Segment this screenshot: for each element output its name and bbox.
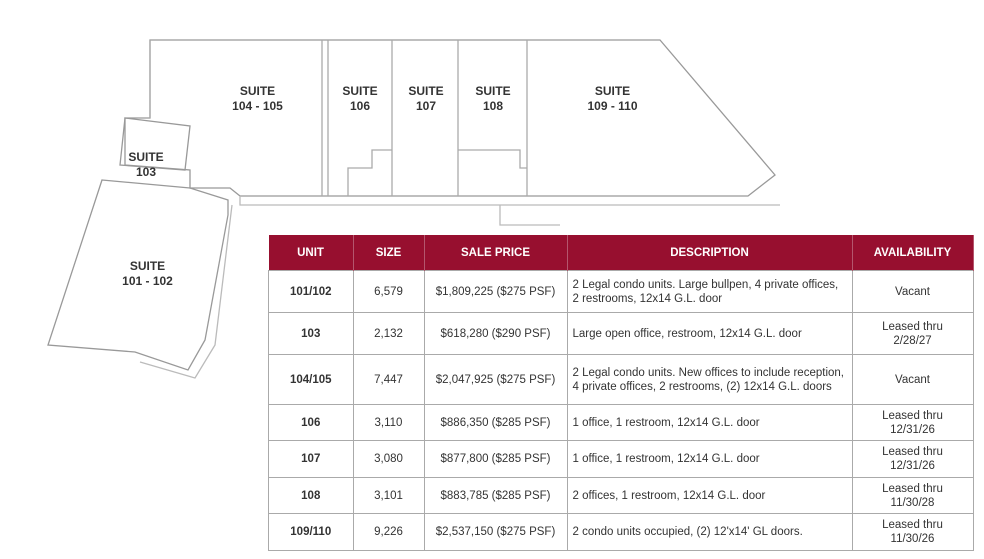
suite-word: SUITE [475, 84, 511, 98]
suite-label-106: SUITE 106 [335, 84, 385, 114]
availability-cell: Leased thru 12/31/26 [851, 440, 974, 478]
size-cell: 2,132 [352, 312, 425, 355]
table-row: 104/105 7,447 $2,047,925 ($275 PSF) 2 Legal… [268, 354, 974, 405]
description-cell: 1 office, 1 restroom, 12x14 G.L. door [566, 404, 853, 441]
suite-word: SUITE [239, 84, 276, 98]
header-availability: AVAILABILITY [852, 235, 974, 271]
availability-cell: Vacant [851, 270, 974, 313]
suite-number: 104 - 105 [232, 99, 283, 113]
price-cell: $1,809,225 ($275 PSF) [423, 270, 568, 313]
table-row: 107 3,080 $877,800 ($285 PSF) 1 office, 1 r… [268, 440, 974, 478]
availability-cell: Leased thru 11/30/28 [851, 477, 974, 514]
table-row: 109/110 9,226 $2,537,150 ($275 PSF) 2 condo… [268, 513, 974, 551]
price-cell: $877,800 ($285 PSF) [423, 440, 568, 478]
unit-cell: 108 [268, 477, 354, 514]
suite-label-101-102: SUITE 101 - 102 [105, 259, 190, 289]
size-cell: 7,447 [352, 354, 425, 405]
unit-cell: 107 [268, 440, 354, 478]
suite-word: SUITE [408, 84, 444, 98]
table-header-row: UNIT SIZE SALE PRICE DESCRIPTION AVAILAB… [268, 235, 974, 271]
description-cell: 2 Legal condo units. New offices to incl… [566, 354, 853, 405]
description-cell: 2 condo units occupied, (2) 12'x14' GL d… [566, 513, 853, 551]
availability-table: UNIT SIZE SALE PRICE DESCRIPTION AVAILAB… [268, 235, 974, 551]
suite-number: 109 - 110 [587, 99, 638, 113]
table-row: 108 3,101 $883,785 ($285 PSF) 2 offices, 1 … [268, 477, 974, 514]
suite-number: 107 [415, 99, 437, 113]
suite-number: 101 - 102 [122, 274, 173, 288]
size-cell: 9,226 [352, 513, 425, 551]
unit-cell: 103 [268, 312, 354, 355]
suite-word: SUITE [128, 150, 164, 164]
unit-cell: 109/110 [268, 513, 354, 551]
suite-label-107: SUITE 107 [401, 84, 451, 114]
suite-label-108: SUITE 108 [468, 84, 518, 114]
availability-cell: Vacant [851, 354, 974, 405]
description-cell: Large open office, restroom, 12x14 G.L. … [566, 312, 853, 355]
suite-word: SUITE [129, 259, 166, 273]
price-cell: $883,785 ($285 PSF) [423, 477, 568, 514]
header-sale-price: SALE PRICE [424, 235, 568, 271]
description-cell: 2 offices, 1 restroom, 12x14 G.L. door [566, 477, 853, 514]
size-cell: 3,101 [352, 477, 425, 514]
building-outline-main [124, 39, 776, 197]
table-row: 101/102 6,579 $1,809,225 ($275 PSF) 2 Legal… [268, 270, 974, 313]
price-cell: $2,537,150 ($275 PSF) [423, 513, 568, 551]
price-cell: $618,280 ($290 PSF) [423, 312, 568, 355]
suite-label-104-105: SUITE 104 - 105 [215, 84, 300, 114]
description-cell: 2 Legal condo units. Large bullpen, 4 pr… [566, 270, 853, 313]
availability-cell: Leased thru 11/30/26 [851, 513, 974, 551]
suite-label-109-110: SUITE 109 - 110 [570, 84, 655, 114]
size-cell: 3,110 [352, 404, 425, 441]
availability-cell: Leased thru 12/31/26 [851, 404, 974, 441]
header-description: DESCRIPTION [567, 235, 853, 271]
price-cell: $886,350 ($285 PSF) [423, 404, 568, 441]
header-size: SIZE [353, 235, 425, 271]
header-unit: UNIT [268, 235, 354, 271]
suite-103-outline [119, 117, 191, 171]
availability-cell: Leased thru 2/28/27 [851, 312, 974, 355]
suite-number: 106 [349, 99, 371, 113]
table-row: 103 2,132 $618,280 ($290 PSF) Large open of… [268, 312, 974, 355]
table-row: 106 3,110 $886,350 ($285 PSF) 1 office, 1 r… [268, 404, 974, 441]
suite-word: SUITE [342, 84, 378, 98]
unit-cell: 104/105 [268, 354, 354, 405]
unit-cell: 101/102 [268, 270, 354, 313]
description-cell: 1 office, 1 restroom, 12x14 G.L. door [566, 440, 853, 478]
walkway [139, 196, 780, 379]
suite-number: 108 [482, 99, 504, 113]
suite-dividers [149, 40, 528, 196]
suite-label-103: SUITE 103 [121, 150, 171, 180]
suite-word: SUITE [594, 84, 631, 98]
price-cell: $2,047,925 ($275 PSF) [423, 354, 568, 405]
suite-number: 103 [135, 165, 157, 179]
size-cell: 3,080 [352, 440, 425, 478]
building-outline-lower [47, 179, 229, 371]
size-cell: 6,579 [352, 270, 425, 313]
unit-cell: 106 [268, 404, 354, 441]
